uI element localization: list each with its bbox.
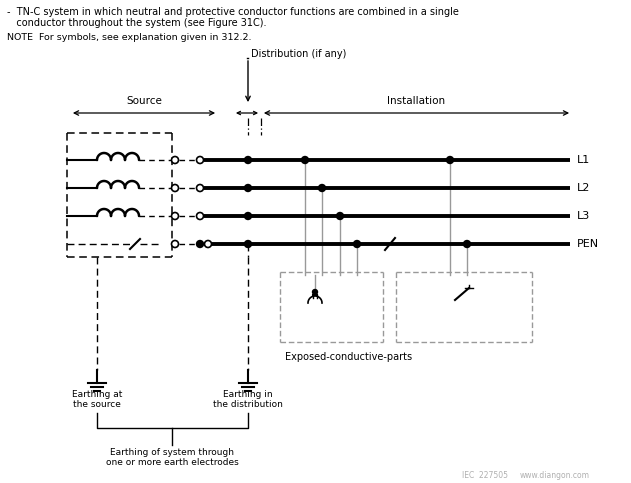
- Circle shape: [172, 185, 179, 191]
- Circle shape: [244, 156, 252, 164]
- Circle shape: [196, 156, 204, 164]
- Circle shape: [353, 241, 360, 247]
- Circle shape: [172, 241, 179, 247]
- Circle shape: [244, 241, 252, 247]
- Circle shape: [312, 289, 317, 295]
- Circle shape: [196, 241, 204, 247]
- Text: www.diangon.com: www.diangon.com: [520, 471, 590, 480]
- Text: NOTE  For symbols, see explanation given in 312.2.: NOTE For symbols, see explanation given …: [7, 33, 252, 42]
- Text: Earthing of system through
one or more earth electrodes: Earthing of system through one or more e…: [105, 448, 239, 468]
- Text: L2: L2: [577, 183, 591, 193]
- Circle shape: [196, 185, 204, 191]
- Text: Earthing in
the distribution: Earthing in the distribution: [213, 390, 283, 410]
- Text: Exposed-conductive-parts: Exposed-conductive-parts: [285, 352, 412, 362]
- Circle shape: [447, 156, 454, 164]
- Text: Distribution (if any): Distribution (if any): [251, 49, 346, 59]
- Text: IEC  227505: IEC 227505: [462, 471, 508, 480]
- Circle shape: [204, 241, 211, 247]
- Text: L1: L1: [577, 155, 590, 165]
- Circle shape: [336, 213, 343, 219]
- Text: -  TN-C system in which neutral and protective conductor functions are combined : - TN-C system in which neutral and prote…: [7, 7, 459, 17]
- Text: Installation: Installation: [387, 96, 445, 106]
- Text: conductor throughout the system (see Figure 31C).: conductor throughout the system (see Fig…: [7, 18, 266, 28]
- Text: Earthing at
the source: Earthing at the source: [72, 390, 122, 410]
- Circle shape: [244, 213, 252, 219]
- Text: PEN: PEN: [577, 239, 599, 249]
- Circle shape: [464, 241, 471, 247]
- Circle shape: [172, 213, 179, 219]
- Circle shape: [172, 156, 179, 164]
- Text: Source: Source: [126, 96, 162, 106]
- Circle shape: [196, 213, 204, 219]
- Circle shape: [319, 185, 326, 191]
- Circle shape: [244, 185, 252, 191]
- Circle shape: [302, 156, 309, 164]
- Text: L3: L3: [577, 211, 590, 221]
